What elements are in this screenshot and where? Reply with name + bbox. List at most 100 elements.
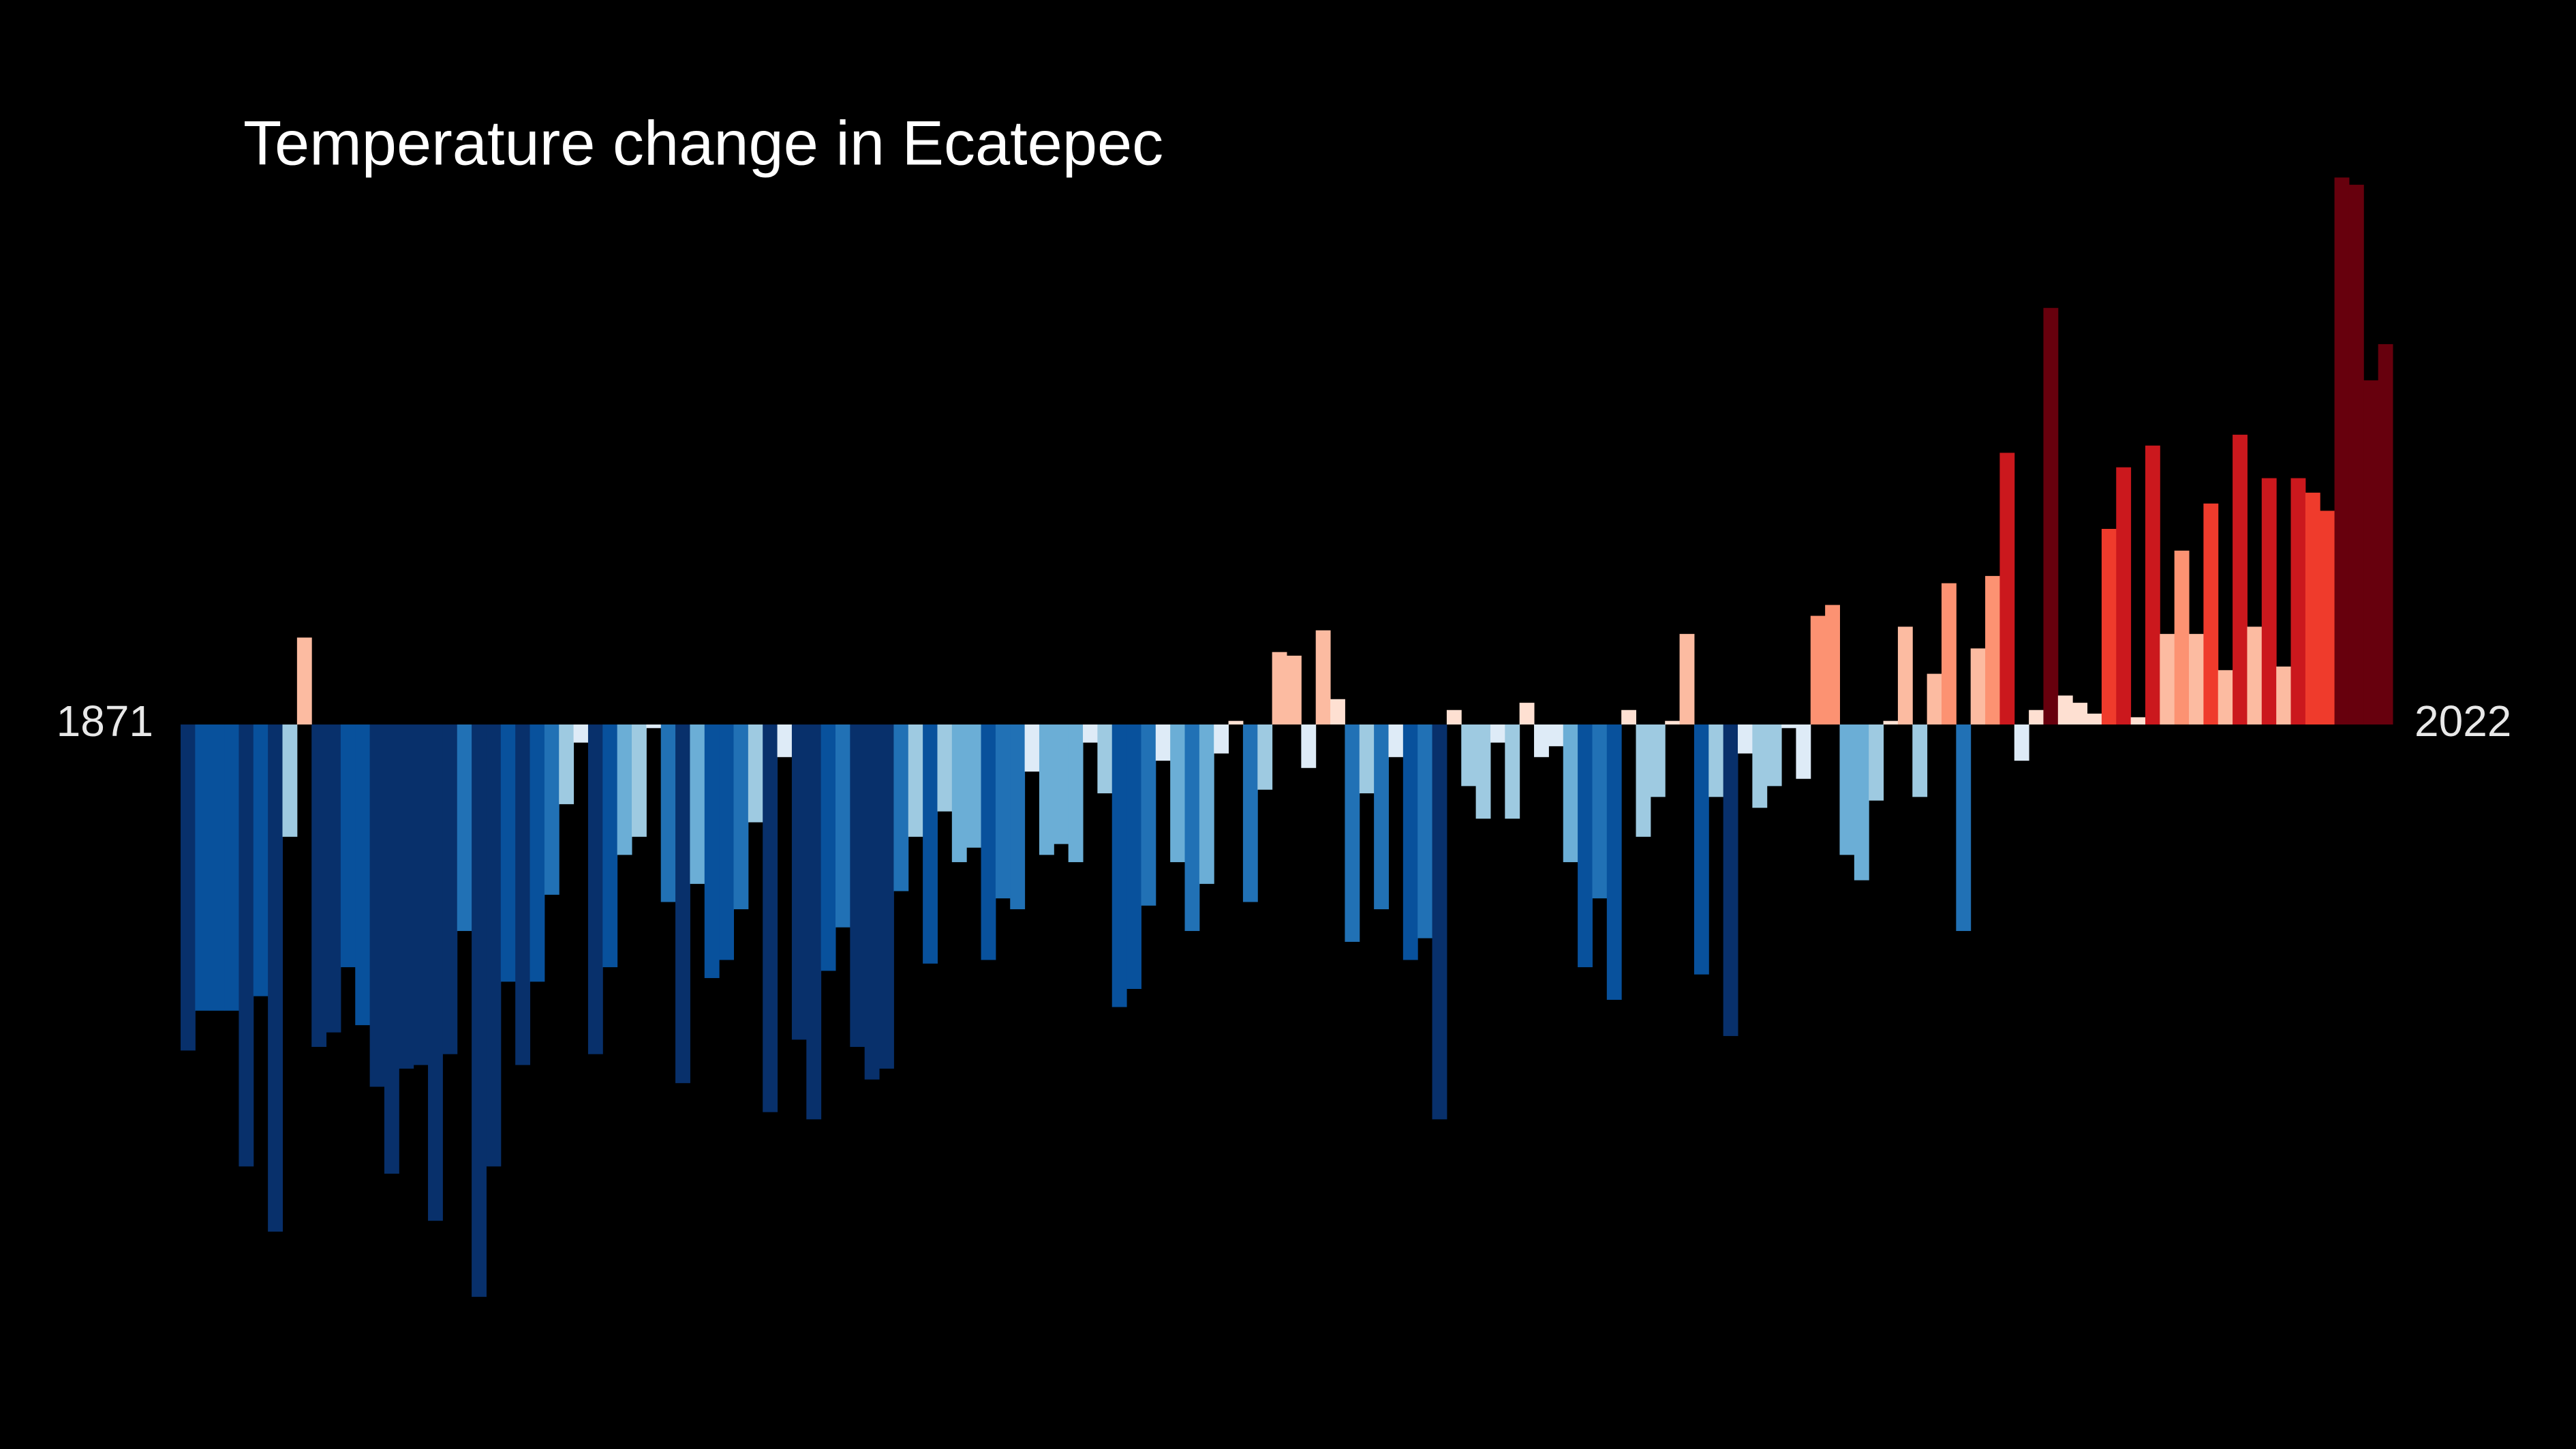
bar [2378, 344, 2393, 724]
bar [1359, 724, 1375, 793]
bar [2334, 177, 2350, 724]
bar [1170, 724, 1186, 862]
bar [1650, 724, 1666, 797]
bar [369, 724, 385, 1087]
bar [2174, 550, 2190, 724]
bar [224, 724, 239, 1011]
bar [1519, 703, 1535, 724]
bar [1272, 652, 1287, 724]
bar [923, 724, 938, 964]
bar [1374, 724, 1389, 910]
bar [282, 724, 298, 837]
bar [893, 724, 909, 891]
bar [995, 724, 1011, 899]
bar [399, 724, 414, 1069]
bar [1912, 724, 1928, 797]
bar [428, 724, 443, 1221]
bar [326, 724, 341, 1033]
bar [1927, 673, 1942, 724]
bar [1693, 724, 1709, 975]
bar [1330, 699, 1345, 724]
bar [384, 724, 399, 1174]
bar [2029, 710, 2044, 724]
bar [704, 724, 720, 979]
bar [1039, 724, 1054, 855]
bar [1345, 724, 1360, 942]
bar [1083, 724, 1098, 743]
year-label: 1871 [57, 697, 153, 746]
bar [2320, 510, 2335, 724]
bar [457, 724, 472, 931]
bar [1184, 724, 1200, 931]
bar [1301, 724, 1317, 768]
bar [1402, 724, 1418, 960]
bar [486, 724, 502, 1167]
bar [1461, 724, 1477, 787]
bar [719, 724, 734, 960]
bar [1723, 724, 1738, 1037]
bar [660, 724, 676, 902]
bar [1024, 724, 1040, 772]
bar [806, 724, 822, 1120]
bar [748, 724, 763, 823]
year-label: 2022 [2414, 697, 2511, 746]
bar [253, 724, 269, 996]
bar [1679, 634, 1695, 724]
bar [951, 724, 967, 862]
bar [1388, 724, 1404, 757]
bar [1111, 724, 1127, 1007]
bar [195, 724, 211, 1011]
bar [850, 724, 865, 1048]
bar [1941, 583, 1957, 724]
bar [981, 724, 996, 960]
bar [587, 724, 603, 1054]
bar [2290, 478, 2306, 724]
bar [966, 724, 982, 848]
bar [2218, 670, 2233, 724]
bar [1636, 724, 1651, 837]
bar [1665, 720, 1681, 724]
bar [1228, 720, 1244, 724]
bar [2087, 714, 2102, 724]
bar [1432, 724, 1447, 1120]
bar [2043, 307, 2059, 724]
bar [239, 724, 254, 1167]
bar [1126, 724, 1141, 989]
bar [340, 724, 356, 968]
bar [879, 724, 894, 1069]
bar [296, 637, 312, 724]
bar [2305, 492, 2320, 724]
bar [1854, 724, 1869, 881]
bar [500, 724, 516, 982]
bar [573, 724, 589, 743]
bar [908, 724, 923, 837]
bar [559, 724, 574, 804]
bar [472, 724, 487, 1297]
bar [763, 724, 778, 1112]
bar [2363, 380, 2379, 724]
bar [311, 724, 327, 1048]
bar [864, 724, 880, 1080]
bar [2057, 695, 2073, 724]
bar [1257, 724, 1273, 790]
bar [1578, 724, 1593, 968]
bar [1446, 710, 1462, 724]
bar [413, 724, 429, 1065]
bar [2145, 445, 2160, 724]
bar [515, 724, 531, 1065]
bar [2014, 724, 2029, 761]
bar [1606, 724, 1622, 1000]
bar [1825, 605, 1840, 724]
bar [2189, 634, 2204, 724]
bar [2160, 634, 2175, 724]
bar [835, 724, 850, 928]
bar [1097, 724, 1113, 793]
bar [1563, 724, 1578, 862]
bar [1199, 724, 1214, 884]
bar [791, 724, 807, 1040]
bar [2116, 467, 2132, 724]
bar [777, 724, 793, 757]
bar [2101, 528, 2117, 724]
bar [181, 724, 196, 1051]
